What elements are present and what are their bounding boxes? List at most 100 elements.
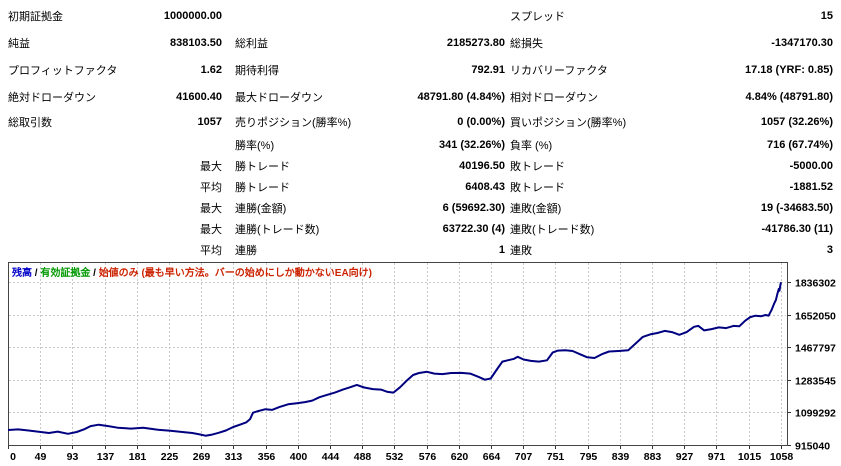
x-tick-label: 269 [193, 451, 211, 463]
x-tick-label: 839 [612, 451, 630, 463]
table-row: 平均 連勝 1 連敗 3 [8, 239, 833, 260]
balance-curve [7, 281, 782, 437]
x-tick-label: 400 [290, 451, 308, 463]
table-row: 最大 連勝(トレード数) 63722.30 (4) 連敗(トレード数) -417… [8, 218, 833, 239]
stat-value: 15 [820, 9, 833, 22]
stat-label: 期待利得 [235, 64, 279, 77]
x-tick-label: 620 [451, 451, 469, 463]
x-tick-label: 532 [386, 451, 404, 463]
backtest-stats-table: 初期証拠金 1000000.00 スプレッド 15 純益 838103.50 総… [8, 2, 833, 260]
stat-label: 相対ドローダウン [510, 91, 598, 104]
table-row: 総取引数 1057 売りポジション(勝率%) 0 (0.00%) 買いポジション… [8, 110, 833, 134]
y-tick-label: 1836302 [795, 278, 836, 290]
y-tick-label: 1652050 [795, 311, 836, 323]
stat-label: 総利益 [235, 37, 268, 50]
legend-equity-label: 有効証拠金 [40, 268, 91, 279]
stat-label: 最大 [200, 202, 222, 215]
stat-label: 平均 [200, 181, 222, 194]
equity-curve-svg: 1836302 1652050 1467797 1283545 1099292 91504… [7, 262, 836, 463]
stat-value: 1.62 [200, 63, 222, 76]
stat-label: リカバリーファクタ [510, 64, 608, 77]
x-tick-label: 225 [161, 451, 179, 463]
stat-label: 総損失 [510, 37, 543, 50]
x-tick-label: 49 [35, 451, 47, 463]
stat-value: 41600.40 [176, 90, 222, 103]
stat-value: 6408.43 [465, 180, 505, 193]
table-row: 絶対ドローダウン 41600.40 最大ドローダウン 48791.80 (4.8… [8, 83, 833, 110]
stat-label: 最大 [200, 160, 222, 173]
x-tick-label: 751 [547, 451, 565, 463]
table-row: 勝率(%) 341 (32.26%) 負率 (%) 716 (67.74%) [8, 134, 833, 155]
stat-value: 17.18 (YRF: 0.85) [744, 63, 833, 76]
x-tick-label: 0 [10, 451, 16, 463]
stat-value: 838103.50 [170, 36, 222, 49]
x-tick-label: 313 [225, 451, 243, 463]
y-tick-label: 1467797 [795, 343, 836, 355]
stat-value: 3 [826, 243, 833, 256]
stat-value: 0 (0.00%) [457, 116, 505, 128]
stat-label: 勝トレード [235, 160, 290, 173]
stat-value: 40196.50 [459, 159, 505, 172]
stat-label: プロフィットファクタ [8, 64, 118, 77]
stat-label: 連勝(トレード数) [235, 223, 320, 236]
stat-value: 48791.80 (4.84%) [417, 90, 505, 103]
stat-value: 341 (32.26%) [438, 138, 505, 151]
y-tick-label: 915040 [795, 441, 830, 453]
stat-label: 最大ドローダウン [235, 91, 323, 104]
stat-value: 63722.30 (4) [442, 222, 505, 235]
stat-label: 総取引数 [8, 117, 52, 129]
stat-label: 連敗 [510, 244, 532, 257]
stat-value: -41786.30 (11) [761, 222, 833, 235]
x-tick-label: 356 [258, 451, 276, 463]
stat-label: 勝トレード [235, 181, 290, 194]
stat-value: 792.91 [471, 63, 505, 76]
stat-label: 連敗(トレード数) [510, 223, 595, 236]
table-row: 平均 勝トレード 6408.43 敗トレード -1881.52 [8, 176, 833, 197]
stat-value: 4.84% (48791.80) [745, 90, 833, 103]
legend-separator: / [32, 268, 41, 279]
stat-label: 敗トレード [510, 160, 565, 173]
y-tick-label: 1099292 [795, 408, 836, 420]
stat-label: 最大 [200, 223, 222, 236]
table-row: 純益 838103.50 総利益 2185273.80 総損失 -1347170… [8, 29, 833, 56]
stat-value: 1000000.00 [163, 9, 222, 22]
x-tick-label: 93 [67, 451, 79, 463]
x-tick-label: 664 [483, 451, 501, 463]
table-row: 最大 連勝(金額) 6 (59692.30) 連敗(金額) 19 (-34683… [8, 197, 833, 218]
x-tick-label: 181 [129, 451, 147, 463]
stat-label: 売りポジション(勝率%) [235, 117, 352, 129]
plot-border [8, 262, 788, 446]
table-row: 最大 勝トレード 40196.50 敗トレード -5000.00 [8, 155, 833, 176]
legend-balance-label: 残高 [12, 268, 32, 279]
stat-value: 716 (67.74%) [766, 138, 833, 151]
stat-label: 連勝 [235, 244, 257, 257]
stat-value: 2185273.80 [446, 36, 505, 49]
stat-value: -1347170.30 [771, 36, 833, 49]
stat-label: 勝率(%) [235, 139, 275, 152]
x-tick-label: 488 [354, 451, 372, 463]
stat-label: スプレッド [510, 10, 565, 23]
stat-value: 1 [498, 243, 505, 256]
x-tick-label: 971 [708, 451, 726, 463]
stat-label: 初期証拠金 [8, 10, 63, 23]
x-tick-label: 1058 [770, 451, 794, 463]
stat-value: -5000.00 [789, 159, 833, 172]
table-row: 初期証拠金 1000000.00 スプレッド 15 [8, 2, 833, 29]
stat-label: 連勝(金額) [235, 202, 287, 215]
x-tick-label: 444 [322, 451, 340, 463]
stat-label: 買いポジション(勝率%) [510, 117, 627, 129]
legend-model-label: 始値のみ (最も早い方法。バーの始めにしか動かないEA向け) [98, 268, 373, 279]
stat-label: 敗トレード [510, 181, 565, 194]
stat-label: 連敗(金額) [510, 202, 562, 215]
y-tick-label: 1283545 [795, 376, 836, 388]
x-tick-label: 707 [515, 451, 533, 463]
x-tick-label: 137 [97, 451, 115, 463]
stat-label: 絶対ドローダウン [8, 91, 96, 104]
x-tick-label: 883 [644, 451, 662, 463]
equity-curve-chart: 1836302 1652050 1467797 1283545 1099292 91504… [7, 262, 841, 463]
stat-value: 6 (59692.30) [442, 201, 505, 214]
x-tick-label: 1015 [738, 451, 762, 463]
table-row: プロフィットファクタ 1.62 期待利得 792.91 リカバリーファクタ 17… [8, 56, 833, 83]
x-tick-label: 795 [580, 451, 598, 463]
legend-separator: / [90, 268, 99, 279]
